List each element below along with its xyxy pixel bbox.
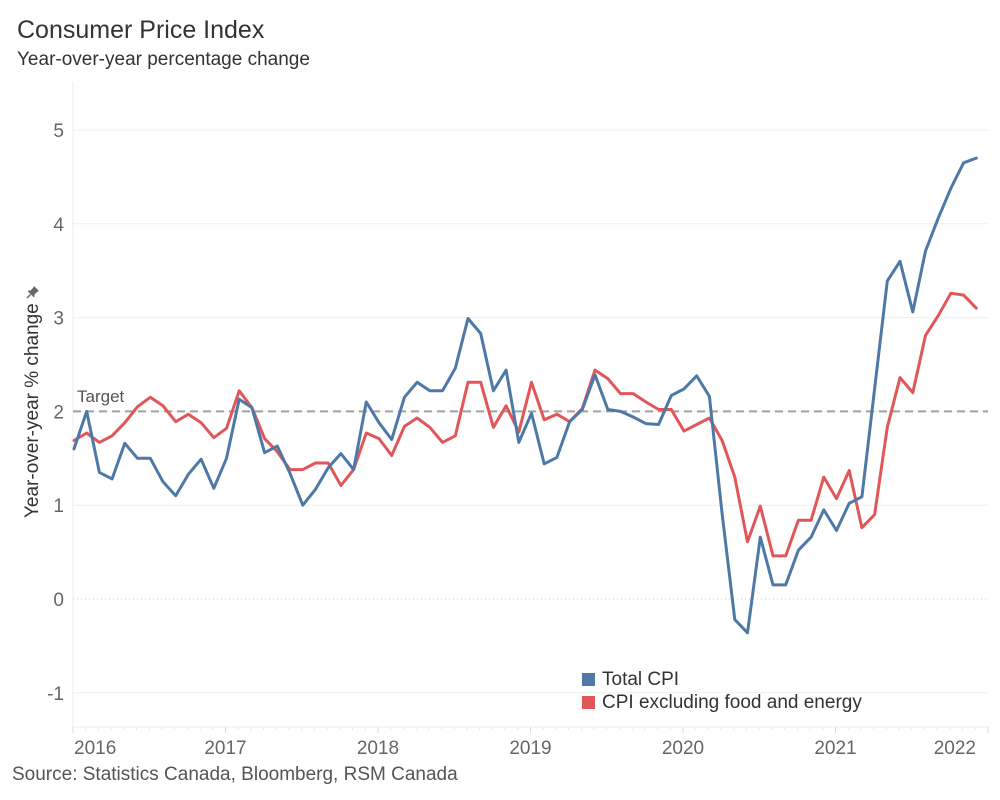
legend-item-total-cpi[interactable]: Total CPI: [582, 668, 862, 691]
legend-label-core-cpi: CPI excluding food and energy: [602, 691, 862, 713]
y-tick-label: 1: [53, 496, 64, 517]
y-tick-label: 5: [53, 121, 64, 142]
y-axis-title-container: Year-over-year % change: [20, 260, 46, 520]
y-axis-title: Year-over-year % change: [22, 283, 44, 518]
x-tick-label: 2022: [934, 738, 976, 759]
pin-icon[interactable]: [26, 283, 40, 299]
gridlines: [73, 129, 988, 694]
x-tick-label: 2017: [204, 738, 246, 759]
legend-swatch-total-cpi: [582, 673, 595, 686]
x-tick-label: 2021: [814, 738, 856, 759]
total-cpi-line: [72, 156, 978, 635]
y-tick-label: 0: [53, 590, 64, 611]
core-cpi-line: [72, 291, 978, 558]
chart-title: Consumer Price Index: [17, 16, 265, 44]
x-tick-label: 2020: [662, 738, 704, 759]
y-tick-label: 2: [53, 402, 64, 423]
series-layer: [72, 156, 978, 635]
legend-swatch-core-cpi: [582, 696, 595, 709]
target-label: Target: [77, 387, 125, 407]
y-axis-title-text: Year-over-year % change: [22, 303, 43, 518]
x-tick-label: 2019: [509, 738, 551, 759]
y-tick-label: 4: [53, 215, 64, 236]
chart-subtitle: Year-over-year percentage change: [17, 49, 310, 70]
y-tick-label: -1: [47, 684, 64, 705]
legend-label-total-cpi: Total CPI: [602, 668, 680, 690]
legend: Total CPI CPI excluding food and energy: [582, 668, 862, 714]
axes: -1 0 1 2 3 4 5 2016 2017 2018 2019 2020 2021 2022: [47, 82, 989, 759]
source-note: Source: Statistics Canada, Bloomberg, RS…: [12, 764, 458, 785]
legend-item-core-cpi[interactable]: CPI excluding food and energy: [582, 691, 862, 714]
y-tick-label: 3: [53, 309, 64, 330]
x-tick-label: 2016: [74, 738, 116, 759]
x-tick-label: 2018: [357, 738, 399, 759]
